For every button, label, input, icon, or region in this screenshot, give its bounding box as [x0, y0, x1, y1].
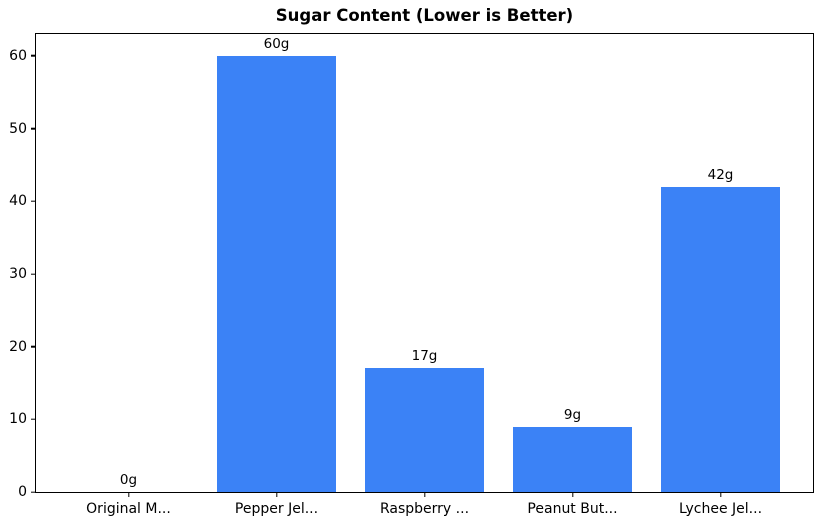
x-tick-mark	[571, 492, 574, 497]
y-tick-mark	[31, 273, 36, 275]
plot-area: 0 10 20 30 40 50 60 0g Original M... 60g Pepper Je…	[9, 33, 814, 517]
x-tick-mark	[275, 492, 278, 497]
y-tick-mark	[31, 200, 36, 202]
chart-title: Sugar Content (Lower is Better)	[275, 6, 574, 25]
y-tick-mark	[31, 345, 36, 348]
y-tick-label: 60	[9, 47, 27, 64]
y-tick-label: 30	[9, 265, 27, 282]
y-tick-label: 50	[9, 120, 27, 137]
bar-value-label: 60g	[263, 35, 290, 52]
y-tick-mark	[31, 55, 36, 57]
y-tick-label: 10	[9, 411, 27, 428]
y-tick-mark	[31, 418, 36, 421]
bar	[217, 55, 336, 492]
bar-value-label: 0g	[119, 472, 138, 488]
bar	[661, 186, 780, 492]
bar-value-label: 17g	[411, 348, 438, 365]
y-tick-label: 0	[18, 484, 27, 500]
y-tick-label: 40	[9, 193, 27, 210]
x-tick-label: Raspberry ...	[379, 501, 470, 517]
bar	[513, 426, 632, 492]
bar-value-label: 42g	[707, 166, 734, 183]
y-tick-mark	[31, 127, 36, 130]
bar-value-label: 9g	[563, 406, 582, 423]
y-tick-mark	[31, 491, 36, 493]
x-tick-label: Lychee Jel...	[678, 501, 763, 517]
bar	[365, 368, 484, 492]
x-tick-label: Pepper Jel...	[234, 501, 319, 517]
x-tick-label: Original M...	[86, 501, 171, 517]
x-tick-label: Peanut But...	[527, 501, 618, 517]
y-tick-label: 20	[9, 338, 27, 355]
x-tick-mark	[719, 492, 722, 497]
x-tick-mark	[423, 492, 426, 497]
x-tick-mark	[127, 492, 130, 497]
